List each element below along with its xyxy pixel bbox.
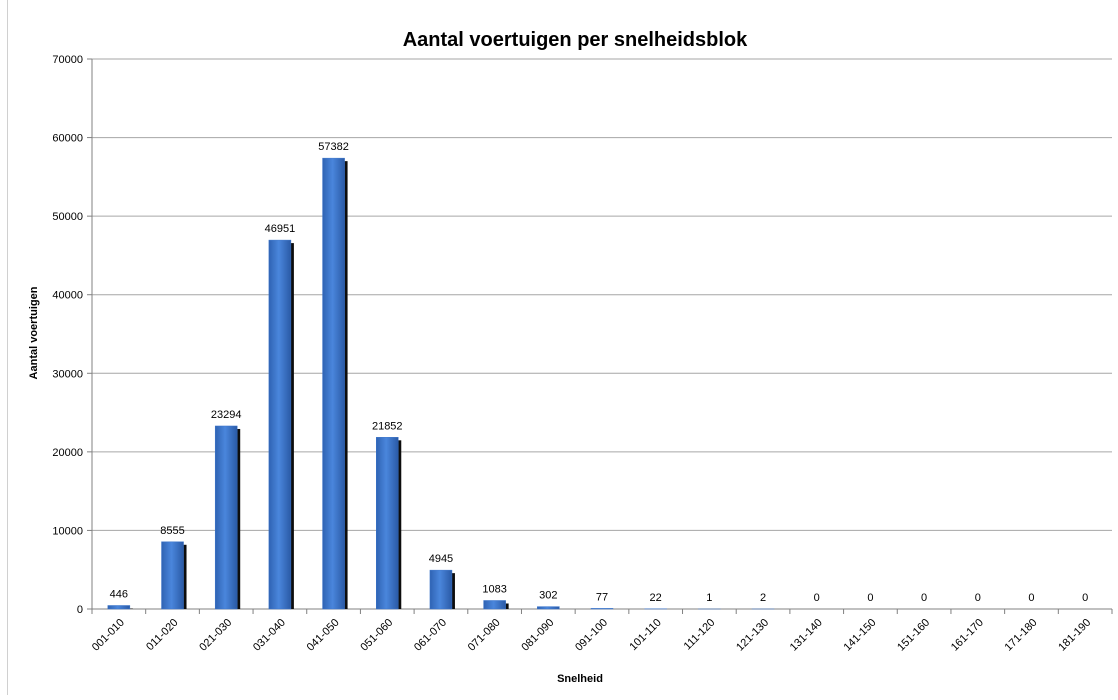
x-tick-label: 091-100 bbox=[573, 617, 610, 654]
bar bbox=[323, 158, 345, 609]
bar bbox=[215, 426, 237, 609]
data-label: 0 bbox=[975, 592, 981, 604]
x-tick-label: 121-130 bbox=[734, 617, 771, 654]
bar bbox=[430, 570, 452, 609]
y-tick-label: 10000 bbox=[52, 525, 83, 537]
x-tick-label: 131-140 bbox=[788, 617, 825, 654]
x-tick-label: 111-120 bbox=[682, 617, 718, 653]
data-label: 21852 bbox=[372, 420, 403, 432]
y-tick-label: 70000 bbox=[52, 54, 83, 66]
bar bbox=[269, 240, 291, 609]
data-label: 302 bbox=[539, 590, 557, 602]
bar bbox=[484, 600, 506, 609]
x-tick-label: 031-040 bbox=[251, 617, 288, 654]
x-tick-label: 101-110 bbox=[627, 617, 663, 653]
x-tick-label: 051-060 bbox=[358, 617, 395, 654]
y-axis-label: Aantal voertuigen bbox=[28, 286, 40, 379]
page-left-border bbox=[7, 0, 8, 695]
x-tick-label: 001-010 bbox=[90, 617, 127, 654]
bar bbox=[108, 605, 130, 609]
x-tick-label: 041-050 bbox=[305, 617, 342, 654]
y-tick-label: 50000 bbox=[52, 211, 83, 223]
x-tick-label: 141-150 bbox=[842, 617, 879, 654]
y-tick-label: 30000 bbox=[52, 368, 83, 380]
bars: 446 8555 23294 46951 57382 21852 4945 1083 302 77… bbox=[108, 141, 1088, 609]
data-label: 1083 bbox=[482, 583, 506, 595]
bar bbox=[376, 437, 398, 609]
x-tick-label: 171-180 bbox=[1003, 617, 1040, 654]
x-tick-label: 161-170 bbox=[949, 617, 986, 654]
data-label: 0 bbox=[814, 592, 820, 604]
gridlines bbox=[92, 59, 1112, 609]
x-tick-label: 011-020 bbox=[144, 617, 180, 653]
x-axis-label: Snelheid bbox=[557, 673, 603, 685]
data-label: 2 bbox=[760, 592, 766, 604]
data-label: 446 bbox=[110, 588, 128, 600]
data-label: 23294 bbox=[211, 409, 242, 421]
data-label: 8555 bbox=[160, 525, 184, 537]
data-label: 0 bbox=[1028, 592, 1034, 604]
y-tick-label: 40000 bbox=[52, 290, 83, 302]
x-tick-label: 071-080 bbox=[466, 617, 503, 654]
data-label: 0 bbox=[867, 592, 873, 604]
x-tick-label: 061-070 bbox=[412, 617, 449, 654]
data-label: 4945 bbox=[429, 553, 453, 565]
data-label: 46951 bbox=[265, 223, 296, 235]
x-axis-ticks: 001-010 011-020 021-030 031-040 041-050 051-0… bbox=[90, 609, 1112, 654]
y-tick-label: 60000 bbox=[52, 133, 83, 145]
data-label: 1 bbox=[706, 592, 712, 604]
data-label: 77 bbox=[596, 591, 608, 603]
x-tick-label: 081-090 bbox=[519, 617, 556, 654]
bar bbox=[537, 607, 559, 609]
data-label: 22 bbox=[650, 592, 662, 604]
x-tick-label: 181-190 bbox=[1056, 617, 1093, 654]
y-axis-ticks: 0 10000 20000 30000 40000 50000 60000 70000 bbox=[52, 54, 92, 616]
y-tick-label: 20000 bbox=[52, 447, 83, 459]
chart-title: Aantal voertuigen per snelheidsblok bbox=[403, 29, 748, 51]
data-label: 57382 bbox=[318, 141, 349, 153]
data-label: 0 bbox=[921, 592, 927, 604]
x-tick-label: 151-160 bbox=[895, 617, 932, 654]
y-tick-label: 0 bbox=[77, 604, 83, 616]
x-tick-label: 021-030 bbox=[197, 617, 234, 654]
bar bbox=[162, 542, 184, 609]
bar bbox=[591, 608, 613, 609]
data-label: 0 bbox=[1082, 592, 1088, 604]
